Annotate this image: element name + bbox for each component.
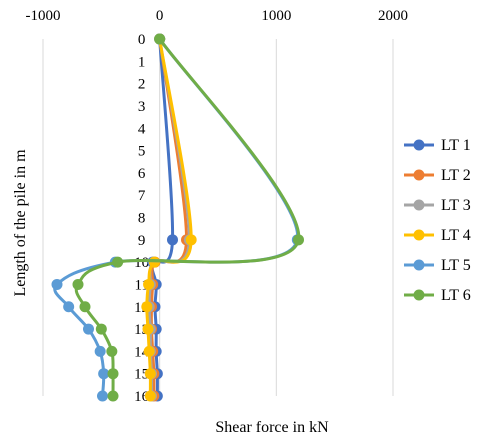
- legend-swatch-marker-4: [413, 229, 425, 241]
- legend-swatch-marker-5: [413, 259, 425, 271]
- data-point-4-7: [144, 368, 156, 380]
- series-6: [72, 33, 304, 402]
- x-tick-label-0: -1000: [26, 8, 61, 24]
- legend-label-4: LT 4: [441, 227, 471, 244]
- legend-label-1: LT 1: [441, 137, 471, 154]
- y-tick-labels: 012345678910111213141516: [134, 32, 150, 405]
- series-group: [51, 33, 304, 402]
- legend: LT 1 LT 2 LT 3 LT 4 LT 5 LT 6: [404, 137, 471, 304]
- y-tick-label-8: 8: [138, 211, 146, 227]
- legend-swatch-marker-1: [413, 139, 425, 151]
- y-tick-label-3: 3: [138, 99, 146, 115]
- data-point-4-3: [143, 278, 155, 290]
- data-point-5-8: [97, 390, 108, 402]
- data-point-5-4: [63, 301, 75, 313]
- legend-item-2: LT 2: [404, 167, 471, 184]
- grid-lines: [42, 39, 394, 396]
- y-tick-label-7: 7: [138, 188, 146, 204]
- legend-swatch-marker-6: [413, 289, 425, 301]
- data-point-6-8: [107, 390, 119, 402]
- y-axis-title: Length of the pile in m: [12, 149, 29, 297]
- data-point-6-3: [72, 278, 84, 290]
- legend-item-4: LT 4: [404, 227, 471, 244]
- x-tick-labels: -1000 0 1000 2000: [26, 8, 409, 24]
- y-tick-label-5: 5: [138, 144, 146, 160]
- series-line-1: [150, 37, 175, 398]
- x-tick-label-3: 2000: [378, 8, 408, 24]
- x-axis-title: Shear force in kN: [215, 419, 329, 436]
- data-point-6-5: [95, 323, 107, 335]
- data-point-5-3: [51, 278, 63, 290]
- y-tick-label-9: 9: [138, 233, 146, 249]
- y-tick-label-4: 4: [138, 121, 146, 137]
- y-tick-label-2: 2: [138, 77, 146, 93]
- data-point-4-5: [142, 323, 154, 335]
- y-tick-label-15: 15: [134, 367, 149, 383]
- data-point-5-5: [83, 323, 94, 335]
- data-point-4-4: [141, 301, 153, 313]
- x-tick-label-1: 0: [156, 8, 164, 24]
- y-tick-label-0: 0: [138, 32, 146, 48]
- data-point-6-1: [293, 234, 304, 246]
- series-4: [141, 33, 197, 402]
- y-tick-label-10: 10: [134, 255, 149, 271]
- series-5: [51, 33, 303, 402]
- legend-label-2: LT 2: [441, 167, 471, 184]
- data-point-6-2: [112, 256, 124, 268]
- data-point-4-1: [185, 234, 197, 246]
- legend-item-5: LT 5: [404, 257, 471, 274]
- legend-item-1: LT 1: [404, 137, 471, 154]
- data-point-1-1: [167, 234, 178, 246]
- y-tick-label-1: 1: [138, 54, 146, 70]
- legend-label-3: LT 3: [441, 197, 471, 214]
- legend-swatch-marker-3: [413, 199, 425, 211]
- x-tick-label-2: 1000: [261, 8, 291, 24]
- y-tick-label-6: 6: [138, 166, 146, 182]
- data-point-6-4: [79, 301, 91, 313]
- series-line-5: [53, 37, 299, 398]
- legend-label-5: LT 5: [441, 257, 471, 274]
- data-point-6-7: [107, 368, 119, 380]
- data-point-4-8: [144, 390, 156, 402]
- data-point-6-6: [106, 345, 118, 357]
- legend-item-3: LT 3: [404, 197, 471, 214]
- series-line-2: [149, 37, 189, 398]
- legend-item-6: LT 6: [404, 287, 471, 304]
- data-point-6-0: [154, 33, 166, 45]
- data-point-4-6: [143, 345, 155, 357]
- legend-label-6: LT 6: [441, 287, 471, 304]
- data-point-5-6: [94, 345, 106, 357]
- legend-swatch-marker-2: [413, 169, 425, 181]
- series-line-4: [145, 37, 193, 398]
- data-point-5-7: [98, 368, 110, 380]
